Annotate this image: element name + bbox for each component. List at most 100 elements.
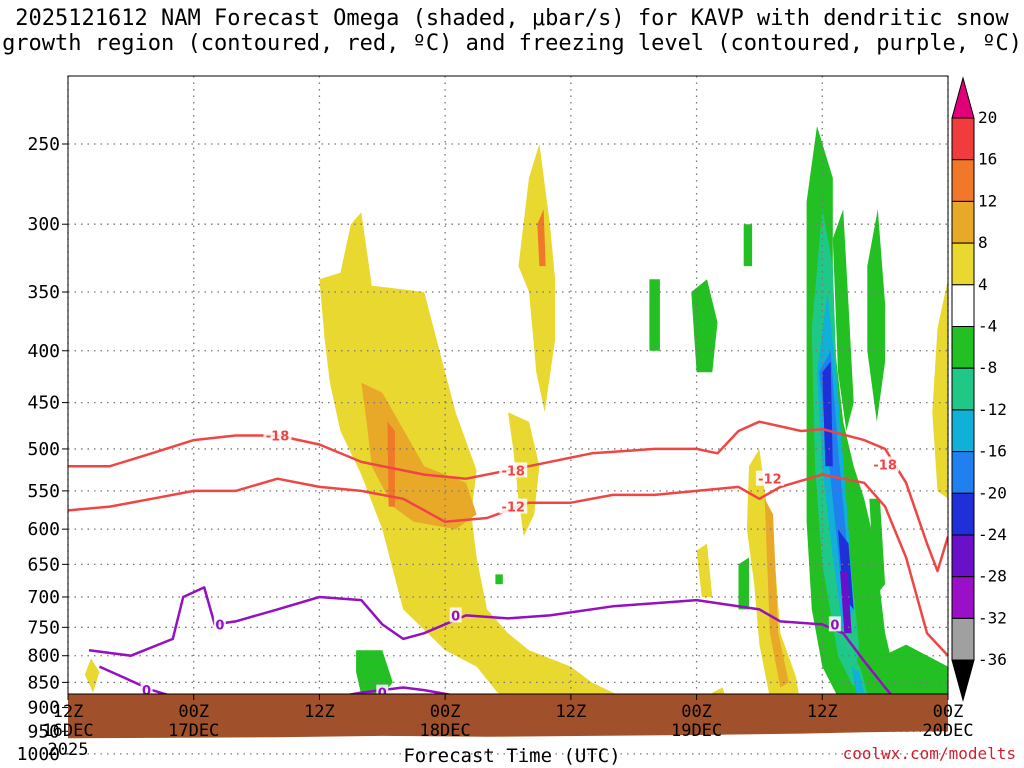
colorbar: 20 16 12 8 4 -4 -8 -12 -16 -20 -24 -28 -32 -36	[951, 76, 1007, 702]
colorbar-tick-label: -4	[978, 317, 997, 336]
x-tick-label: 12Z	[807, 702, 838, 722]
y-tick-label: 450	[27, 393, 60, 414]
colorbar-swatch	[951, 534, 975, 578]
contour-label-minus12-bg	[499, 498, 528, 514]
contour-label-minus12: -12	[501, 501, 525, 516]
omega-shading	[84, 126, 948, 694]
contour-label-zero-bg	[213, 616, 226, 632]
contour-label-minus18: -18	[501, 464, 525, 479]
contour-label-minus18-bg	[263, 427, 292, 443]
contour-label-zero: 0	[378, 687, 387, 702]
ground-fill	[68, 694, 948, 739]
colorbar-tick-label: 20	[978, 108, 997, 127]
omega-region	[869, 498, 886, 597]
x-tick-label: 00Z	[933, 702, 964, 722]
omega-region	[867, 209, 886, 422]
y-tick-label: 650	[27, 554, 60, 575]
omega-region	[764, 498, 789, 688]
colorbar-tick-label: 12	[978, 191, 997, 210]
y-tick-label: 550	[27, 481, 60, 502]
contour-label-zero: 0	[830, 618, 839, 633]
colorbar-tick-label: -32	[978, 608, 1007, 627]
y-tick-label: 350	[27, 282, 60, 303]
x-tick-label: 12Z	[53, 702, 84, 722]
contour-label-zero-bg	[376, 684, 389, 694]
contour-label-minus18: -18	[266, 430, 290, 445]
x-tick-label: 00Z	[178, 702, 209, 722]
omega-region	[743, 224, 753, 267]
omega-region	[84, 658, 100, 693]
colorbar-swatch	[951, 117, 975, 161]
colorbar-swatch	[951, 409, 975, 453]
contour-label-minus12-bg	[755, 470, 784, 486]
title-line-1: 2025121612 NAM Forecast Omega (shaded, μ…	[15, 6, 1009, 31]
credit-text: coolwx.com/modelts	[842, 744, 1016, 763]
contour-label-zero-bg	[140, 682, 153, 694]
omega-region	[838, 529, 854, 610]
colorbar-tick-label: -36	[978, 650, 1007, 669]
x-tick-date: 16DEC	[42, 721, 93, 741]
x-tick-date: 18DEC	[420, 721, 471, 741]
x-tick-label: 12Z	[555, 702, 586, 722]
colorbar-tick-label: -28	[978, 567, 1007, 586]
contour-label-zero: 0	[451, 609, 460, 624]
omega-region	[883, 644, 948, 694]
colorbar-tick-label: -24	[978, 525, 1007, 544]
x-tick-label: 00Z	[430, 702, 461, 722]
plot-frame	[67, 75, 949, 695]
y-tick-label: 900	[27, 698, 60, 719]
x-tick-date: 17DEC	[168, 721, 219, 741]
y-tick-label: 850	[27, 672, 60, 693]
colorbar-swatch	[951, 200, 975, 244]
y-tick-label: 600	[27, 519, 60, 540]
contour-label-minus12: -12	[758, 473, 782, 488]
x-tick-year: 2025	[48, 740, 89, 760]
omega-region	[691, 279, 718, 373]
x-tick-label: 00Z	[681, 702, 712, 722]
chart-title: 2025121612 NAM Forecast Omega (shaded, μ…	[0, 6, 1024, 56]
colorbar-swatch	[951, 159, 975, 202]
y-tick-label: 300	[27, 214, 60, 235]
omega-region	[822, 361, 833, 467]
omega-region	[319, 212, 616, 694]
contour-label-zero-bg	[828, 616, 841, 632]
omega-region	[696, 543, 713, 597]
colorbar-bottom-arrow	[951, 659, 975, 702]
contour-label-zero: 0	[215, 618, 224, 633]
colorbar-tick-label: -20	[978, 483, 1007, 502]
contour-label-zero-bg	[449, 607, 462, 623]
omega-region	[495, 574, 503, 585]
surface-ground	[68, 694, 948, 739]
omega-region	[932, 279, 948, 499]
colorbar-swatch	[951, 242, 975, 286]
y-tick-label: 500	[27, 439, 60, 460]
x-tick-date: 19DEC	[671, 721, 722, 741]
y-tick-label: 400	[27, 341, 60, 362]
y-tick-label: 800	[27, 646, 60, 667]
contour-label-minus18-bg	[499, 462, 528, 478]
omega-region	[832, 209, 854, 431]
omega-region	[840, 571, 852, 634]
colorbar-tick-label: -16	[978, 442, 1007, 461]
colorbar-top-arrow	[951, 76, 975, 119]
colorbar-swatch	[951, 451, 975, 494]
contour-label-minus18-bg	[871, 456, 900, 472]
colorbar-tick-label: 8	[978, 233, 988, 252]
contours-layer: -18 -18 -12 -12 -18 0 0 0 0 0	[68, 420, 948, 702]
y-tick-label: 700	[27, 587, 60, 608]
colorbar-swatch	[951, 617, 975, 661]
omega-region	[356, 650, 393, 694]
colorbar-tick-label: -8	[978, 358, 997, 377]
colorbar-swatch	[951, 367, 975, 411]
contour-label-minus18: -18	[873, 459, 897, 474]
colorbar-swatch	[951, 326, 975, 369]
colorbar-swatch	[951, 284, 975, 327]
y-axis: 250 300 350 400 450 500 550 600 650 700 750 800 850 9…	[17, 134, 68, 765]
x-tick-label: 12Z	[304, 702, 335, 722]
omega-region	[387, 421, 395, 507]
colorbar-swatch	[951, 492, 975, 536]
omega-region	[649, 279, 660, 351]
colorbar-tick-label: 16	[978, 150, 997, 169]
y-tick-label: 750	[27, 617, 60, 638]
